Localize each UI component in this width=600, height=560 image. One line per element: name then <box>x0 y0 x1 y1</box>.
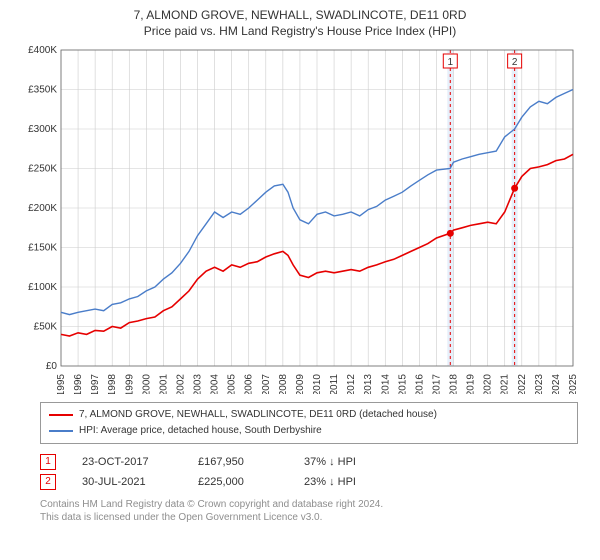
price-chart: £0 £50K £100K £150K £200K £250K £300K £350K £400… <box>15 44 585 394</box>
svg-text:1996: 1996 <box>73 374 84 394</box>
svg-text:2019: 2019 <box>466 374 477 394</box>
sale-marker-2: 2 <box>40 474 56 490</box>
svg-text:2020: 2020 <box>483 374 494 394</box>
legend-label-blue: HPI: Average price, detached house, Sout… <box>79 423 322 439</box>
footnote-line-1: Contains HM Land Registry data © Crown c… <box>40 499 383 510</box>
svg-text:£150K: £150K <box>28 243 57 254</box>
svg-text:2013: 2013 <box>363 374 374 394</box>
svg-text:£250K: £250K <box>28 164 57 175</box>
sale-marker-1: 1 <box>40 454 56 470</box>
svg-text:1998: 1998 <box>107 374 118 394</box>
svg-text:2: 2 <box>512 57 518 68</box>
svg-text:2008: 2008 <box>278 374 289 394</box>
legend-swatch-blue <box>49 430 73 432</box>
legend-label-red: 7, ALMOND GROVE, NEWHALL, SWADLINCOTE, D… <box>79 407 437 423</box>
sale-row-2: 2 30-JUL-2021 £225,000 23% ↓ HPI <box>40 472 578 492</box>
svg-text:2011: 2011 <box>329 374 340 394</box>
svg-text:2009: 2009 <box>295 374 306 394</box>
svg-text:2007: 2007 <box>261 374 272 394</box>
sales-table: 1 23-OCT-2017 £167,950 37% ↓ HPI 2 30-JU… <box>40 452 578 492</box>
svg-text:£350K: £350K <box>28 85 57 96</box>
svg-text:1995: 1995 <box>56 374 67 394</box>
chart-subtitle: Price paid vs. HM Land Registry's House … <box>10 24 590 38</box>
svg-text:£100K: £100K <box>28 282 57 293</box>
svg-text:1: 1 <box>448 57 454 68</box>
svg-text:2024: 2024 <box>551 374 562 394</box>
footnote-line-2: This data is licensed under the Open Gov… <box>40 512 322 523</box>
chart-svg: £0 £50K £100K £150K £200K £250K £300K £350K £400… <box>15 44 585 394</box>
svg-text:£300K: £300K <box>28 124 57 135</box>
sale-pct-2: 23% ↓ HPI <box>304 472 356 492</box>
svg-text:2014: 2014 <box>380 374 391 394</box>
sale-date-1: 23-OCT-2017 <box>82 452 172 472</box>
legend-row-blue: HPI: Average price, detached house, Sout… <box>49 423 569 439</box>
svg-text:£200K: £200K <box>28 203 57 214</box>
chart-legend: 7, ALMOND GROVE, NEWHALL, SWADLINCOTE, D… <box>40 402 578 444</box>
svg-text:2004: 2004 <box>210 374 221 394</box>
svg-text:2025: 2025 <box>568 374 579 394</box>
svg-text:2010: 2010 <box>312 374 323 394</box>
chart-title: 7, ALMOND GROVE, NEWHALL, SWADLINCOTE, D… <box>10 8 590 22</box>
svg-text:2015: 2015 <box>397 374 408 394</box>
sale-date-2: 30-JUL-2021 <box>82 472 172 492</box>
svg-text:2000: 2000 <box>141 374 152 394</box>
svg-text:2021: 2021 <box>500 374 511 394</box>
legend-row-red: 7, ALMOND GROVE, NEWHALL, SWADLINCOTE, D… <box>49 407 569 423</box>
svg-text:2022: 2022 <box>517 374 528 394</box>
svg-text:1999: 1999 <box>124 374 135 394</box>
svg-text:2023: 2023 <box>534 374 545 394</box>
svg-text:2003: 2003 <box>193 374 204 394</box>
svg-text:2012: 2012 <box>346 374 357 394</box>
sale-price-2: £225,000 <box>198 472 278 492</box>
legend-swatch-red <box>49 414 73 416</box>
svg-text:2005: 2005 <box>227 374 238 394</box>
svg-text:£50K: £50K <box>34 322 58 333</box>
sale-pct-1: 37% ↓ HPI <box>304 452 356 472</box>
svg-text:1997: 1997 <box>90 374 101 394</box>
svg-text:2002: 2002 <box>175 374 186 394</box>
svg-text:£400K: £400K <box>28 45 57 56</box>
sale-row-1: 1 23-OCT-2017 £167,950 37% ↓ HPI <box>40 452 578 472</box>
svg-text:2016: 2016 <box>414 374 425 394</box>
svg-text:£0: £0 <box>46 361 58 372</box>
sale-price-1: £167,950 <box>198 452 278 472</box>
svg-text:2006: 2006 <box>244 374 255 394</box>
svg-text:2001: 2001 <box>158 374 169 394</box>
footnote: Contains HM Land Registry data © Crown c… <box>40 498 578 524</box>
svg-text:2017: 2017 <box>431 374 442 394</box>
svg-text:2018: 2018 <box>449 374 460 394</box>
